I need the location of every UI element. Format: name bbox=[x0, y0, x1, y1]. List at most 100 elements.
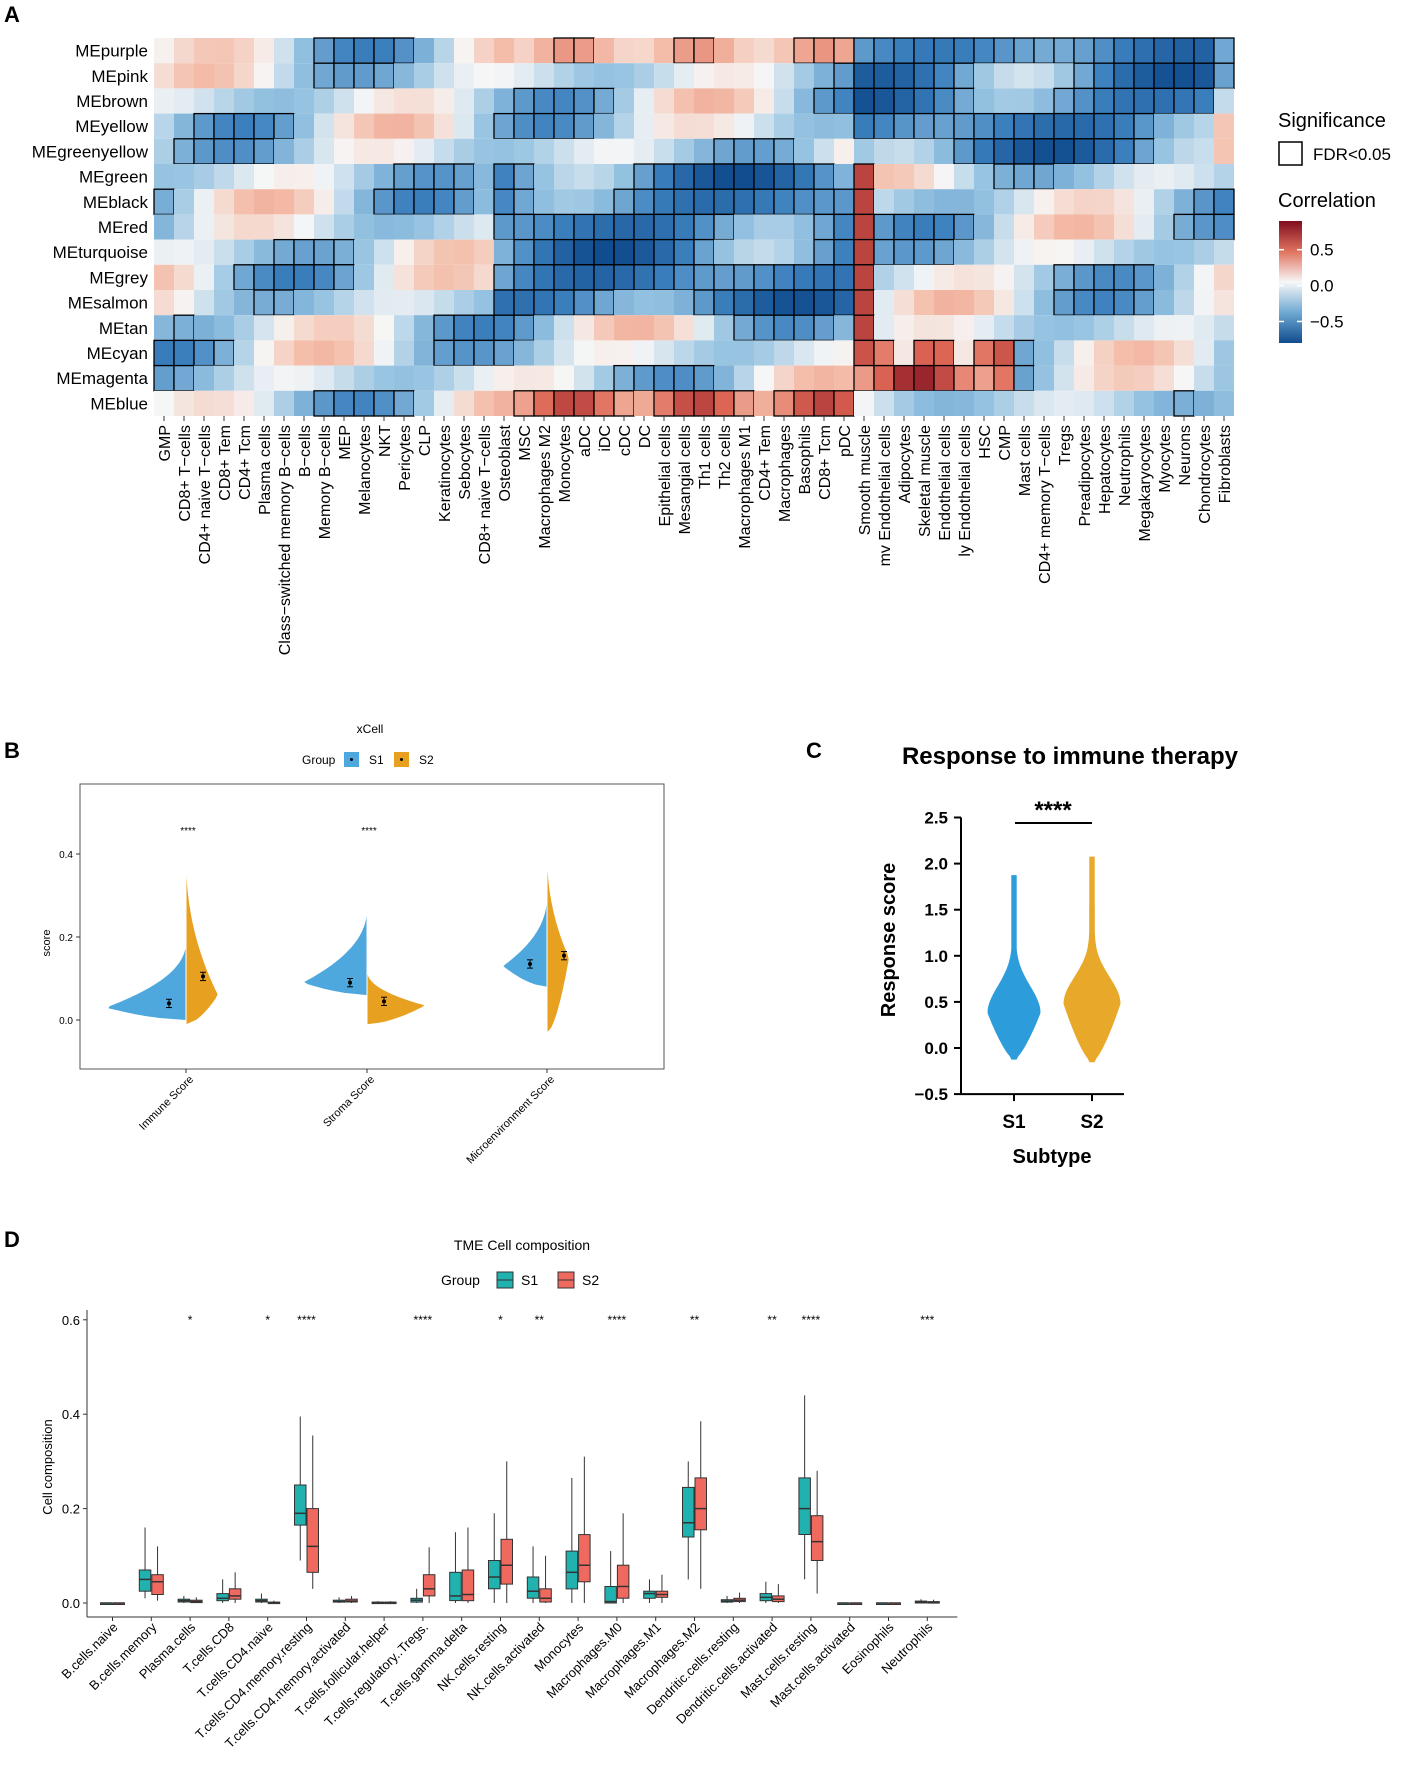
heatmap-cell bbox=[633, 163, 655, 190]
heatmap-cell bbox=[1013, 163, 1035, 190]
heatmap-cell bbox=[294, 138, 314, 164]
heatmap-cell bbox=[833, 188, 855, 216]
heatmap-cell bbox=[774, 340, 794, 366]
heatmap-cell bbox=[653, 264, 675, 291]
heatmap-cell bbox=[593, 289, 615, 316]
heatmap-cell bbox=[613, 390, 635, 417]
heatmap-cell bbox=[673, 238, 695, 266]
heatmap-cell bbox=[714, 113, 734, 139]
heatmap-cell bbox=[553, 264, 575, 291]
heatmap-cell bbox=[254, 38, 274, 64]
column-label-basophils: Basophils bbox=[797, 425, 814, 494]
xcell-y-label: score bbox=[41, 930, 53, 957]
column-label-megakaryocytes: Megakaryocytes bbox=[1137, 425, 1154, 542]
heatmap-cell bbox=[394, 264, 414, 290]
heatmap-cell bbox=[333, 264, 355, 291]
heatmap-cell bbox=[1054, 164, 1074, 190]
heatmap-cell bbox=[813, 213, 835, 241]
heatmap-cell bbox=[194, 38, 214, 64]
heatmap-cell bbox=[953, 364, 975, 392]
heatmap-cell bbox=[274, 315, 294, 341]
heatmap-cell bbox=[474, 390, 494, 416]
heatmap-cell bbox=[1194, 315, 1214, 341]
heatmap-cell bbox=[454, 113, 474, 139]
heatmap-cell bbox=[294, 164, 314, 190]
heatmap-cell bbox=[614, 164, 634, 190]
heatmap-cell bbox=[1014, 264, 1034, 290]
heatmap-cell bbox=[993, 37, 1015, 64]
heatmap-cell bbox=[874, 164, 894, 190]
heatmap-cell bbox=[954, 264, 974, 290]
heatmap-cell bbox=[1133, 289, 1155, 316]
heatmap-cell bbox=[714, 239, 734, 265]
heatmap-cell bbox=[573, 37, 595, 64]
heatmap-cell bbox=[674, 138, 694, 164]
tme-legend-s2: S2 bbox=[582, 1272, 599, 1288]
heatmap-cell bbox=[994, 189, 1014, 215]
heatmap-cell bbox=[774, 38, 794, 64]
heatmap-cell bbox=[493, 314, 515, 342]
heatmap-cell bbox=[1113, 62, 1135, 90]
column-label-th2-cells: Th2 cells bbox=[717, 425, 734, 489]
heatmap-cell bbox=[833, 87, 855, 115]
heatmap-cell bbox=[534, 164, 554, 190]
heatmap-cell bbox=[574, 63, 594, 89]
heatmap-cell bbox=[293, 238, 315, 266]
column-label-cd8-tcm: CD8+ Tcm bbox=[817, 425, 834, 500]
response-y-tick-label: 2.0 bbox=[924, 855, 948, 874]
heatmap-cell bbox=[754, 113, 774, 139]
heatmap-cell bbox=[793, 163, 815, 190]
heatmap-cell bbox=[754, 340, 774, 366]
heatmap-cell bbox=[533, 238, 555, 266]
heatmap-cell bbox=[1094, 189, 1114, 215]
heatmap-cell bbox=[754, 88, 774, 114]
xcell-y-tick-label: 0.4 bbox=[59, 850, 73, 861]
tme-signif: **** bbox=[608, 1313, 627, 1327]
tme-y-tick-label: 0.6 bbox=[62, 1313, 80, 1328]
heatmap-cell bbox=[374, 138, 394, 164]
heatmap-cell bbox=[1074, 315, 1094, 341]
heatmap-cell bbox=[933, 87, 955, 115]
column-label-memory-b-cells: Memory B−cells bbox=[317, 425, 334, 539]
heatmap-cell bbox=[554, 189, 574, 215]
column-label-neurons: Neurons bbox=[1177, 425, 1194, 485]
heatmap-cell bbox=[294, 113, 314, 139]
heatmap-cell bbox=[473, 339, 495, 367]
heatmap-cell bbox=[1053, 112, 1075, 140]
heatmap-cell bbox=[334, 138, 354, 164]
heatmap-cell bbox=[873, 364, 895, 392]
heatmap-cell bbox=[853, 364, 875, 392]
heatmap-cell bbox=[1074, 214, 1094, 240]
heatmap-cell bbox=[1054, 315, 1074, 341]
heatmap-cell bbox=[974, 63, 994, 89]
heatmap-cell bbox=[1094, 315, 1114, 341]
heatmap-cell bbox=[994, 390, 1014, 416]
heatmap-cell bbox=[733, 138, 755, 165]
heatmap-cell bbox=[553, 390, 575, 417]
heatmap-cell bbox=[893, 364, 915, 392]
heatmap-cell bbox=[173, 138, 195, 165]
heatmap-cell bbox=[474, 88, 494, 114]
heatmap-cell bbox=[314, 365, 334, 391]
significance-key bbox=[1278, 141, 1303, 166]
heatmap-cell bbox=[354, 315, 374, 341]
heatmap-cell bbox=[714, 38, 734, 64]
heatmap-cell bbox=[313, 264, 335, 291]
heatmap-cell bbox=[493, 339, 515, 367]
heatmap-cell bbox=[174, 164, 194, 190]
heatmap-cell bbox=[394, 63, 414, 89]
heatmap-cell bbox=[1053, 87, 1075, 115]
heatmap-cell bbox=[234, 340, 254, 366]
heatmap-cell bbox=[313, 390, 335, 417]
heatmap-cell bbox=[1213, 213, 1235, 241]
heatmap-cell bbox=[1033, 37, 1055, 64]
xcell-legend-s1: S1 bbox=[369, 753, 384, 767]
heatmap-cell bbox=[734, 88, 754, 114]
heatmap-cell bbox=[693, 264, 715, 291]
heatmap-cell bbox=[214, 38, 234, 64]
heatmap-cell bbox=[594, 189, 614, 215]
response-y-tick-label: 2.5 bbox=[924, 809, 948, 828]
heatmap-cell bbox=[614, 38, 634, 64]
column-label-macrophages: Macrophages bbox=[777, 425, 794, 522]
response-panel: Response to immune therapy 2.5 2.0 1.5 1.0 0… bbox=[878, 743, 1239, 1168]
